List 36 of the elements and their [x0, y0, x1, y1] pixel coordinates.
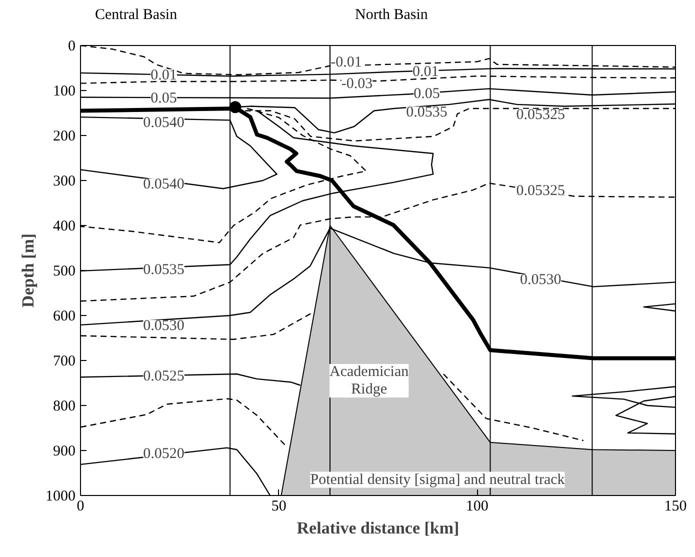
y-tick-label: 0 [68, 38, 76, 54]
annotation: 0.0525 [143, 368, 184, 384]
y-tick-label: 500 [53, 264, 76, 280]
y-tick-label: 700 [53, 354, 76, 370]
annotation: 0.0535 [406, 104, 448, 121]
y-tick-label: 800 [53, 398, 76, 414]
annotation: -0.01 [330, 54, 362, 71]
annotation: 0.0530 [520, 272, 562, 288]
x-tick-label: 150 [664, 498, 687, 514]
y-axis-title: Depth [m] [18, 233, 38, 308]
y-tick-label: 200 [53, 128, 76, 144]
y-tick-label: 600 [53, 308, 76, 324]
y-tick-label: 400 [53, 218, 76, 234]
y-tick-label: 100 [53, 84, 76, 100]
annotation: 0.01 [150, 67, 177, 84]
text: North Basin [355, 6, 429, 25]
x-tick-label: 100 [466, 498, 488, 514]
annotation: 0.01 [412, 64, 439, 80]
y-tick-label: 1000 [46, 488, 76, 504]
y-tick-label: 900 [53, 444, 76, 460]
annotation: 0.05 [150, 90, 177, 107]
annotation: 0.0535 [143, 262, 184, 278]
annotation: 0.05325 [516, 106, 566, 123]
x-axis-title: Relative distance [km] [296, 518, 460, 538]
annotation: 0.05325 [516, 182, 566, 199]
y-tick-label: 300 [53, 174, 76, 190]
x-tick-label: 50 [271, 498, 286, 514]
text: Central Basin [94, 6, 178, 25]
annotation: Academician Ridge [330, 364, 410, 398]
annotation: 0.0540 [143, 115, 184, 131]
annotation: 0.0520 [143, 446, 184, 462]
annotation: -0.03 [341, 76, 373, 92]
annotation: Potential density [sigma] and neutral track [310, 472, 566, 488]
annotation: 0.0540 [143, 176, 184, 193]
annotation: 0.0530 [143, 318, 184, 334]
annotation: 0.05 [414, 86, 440, 102]
